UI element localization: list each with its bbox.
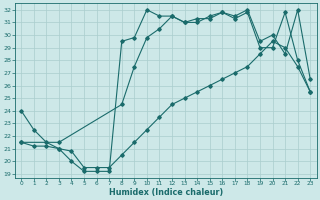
X-axis label: Humidex (Indice chaleur): Humidex (Indice chaleur) — [108, 188, 223, 197]
